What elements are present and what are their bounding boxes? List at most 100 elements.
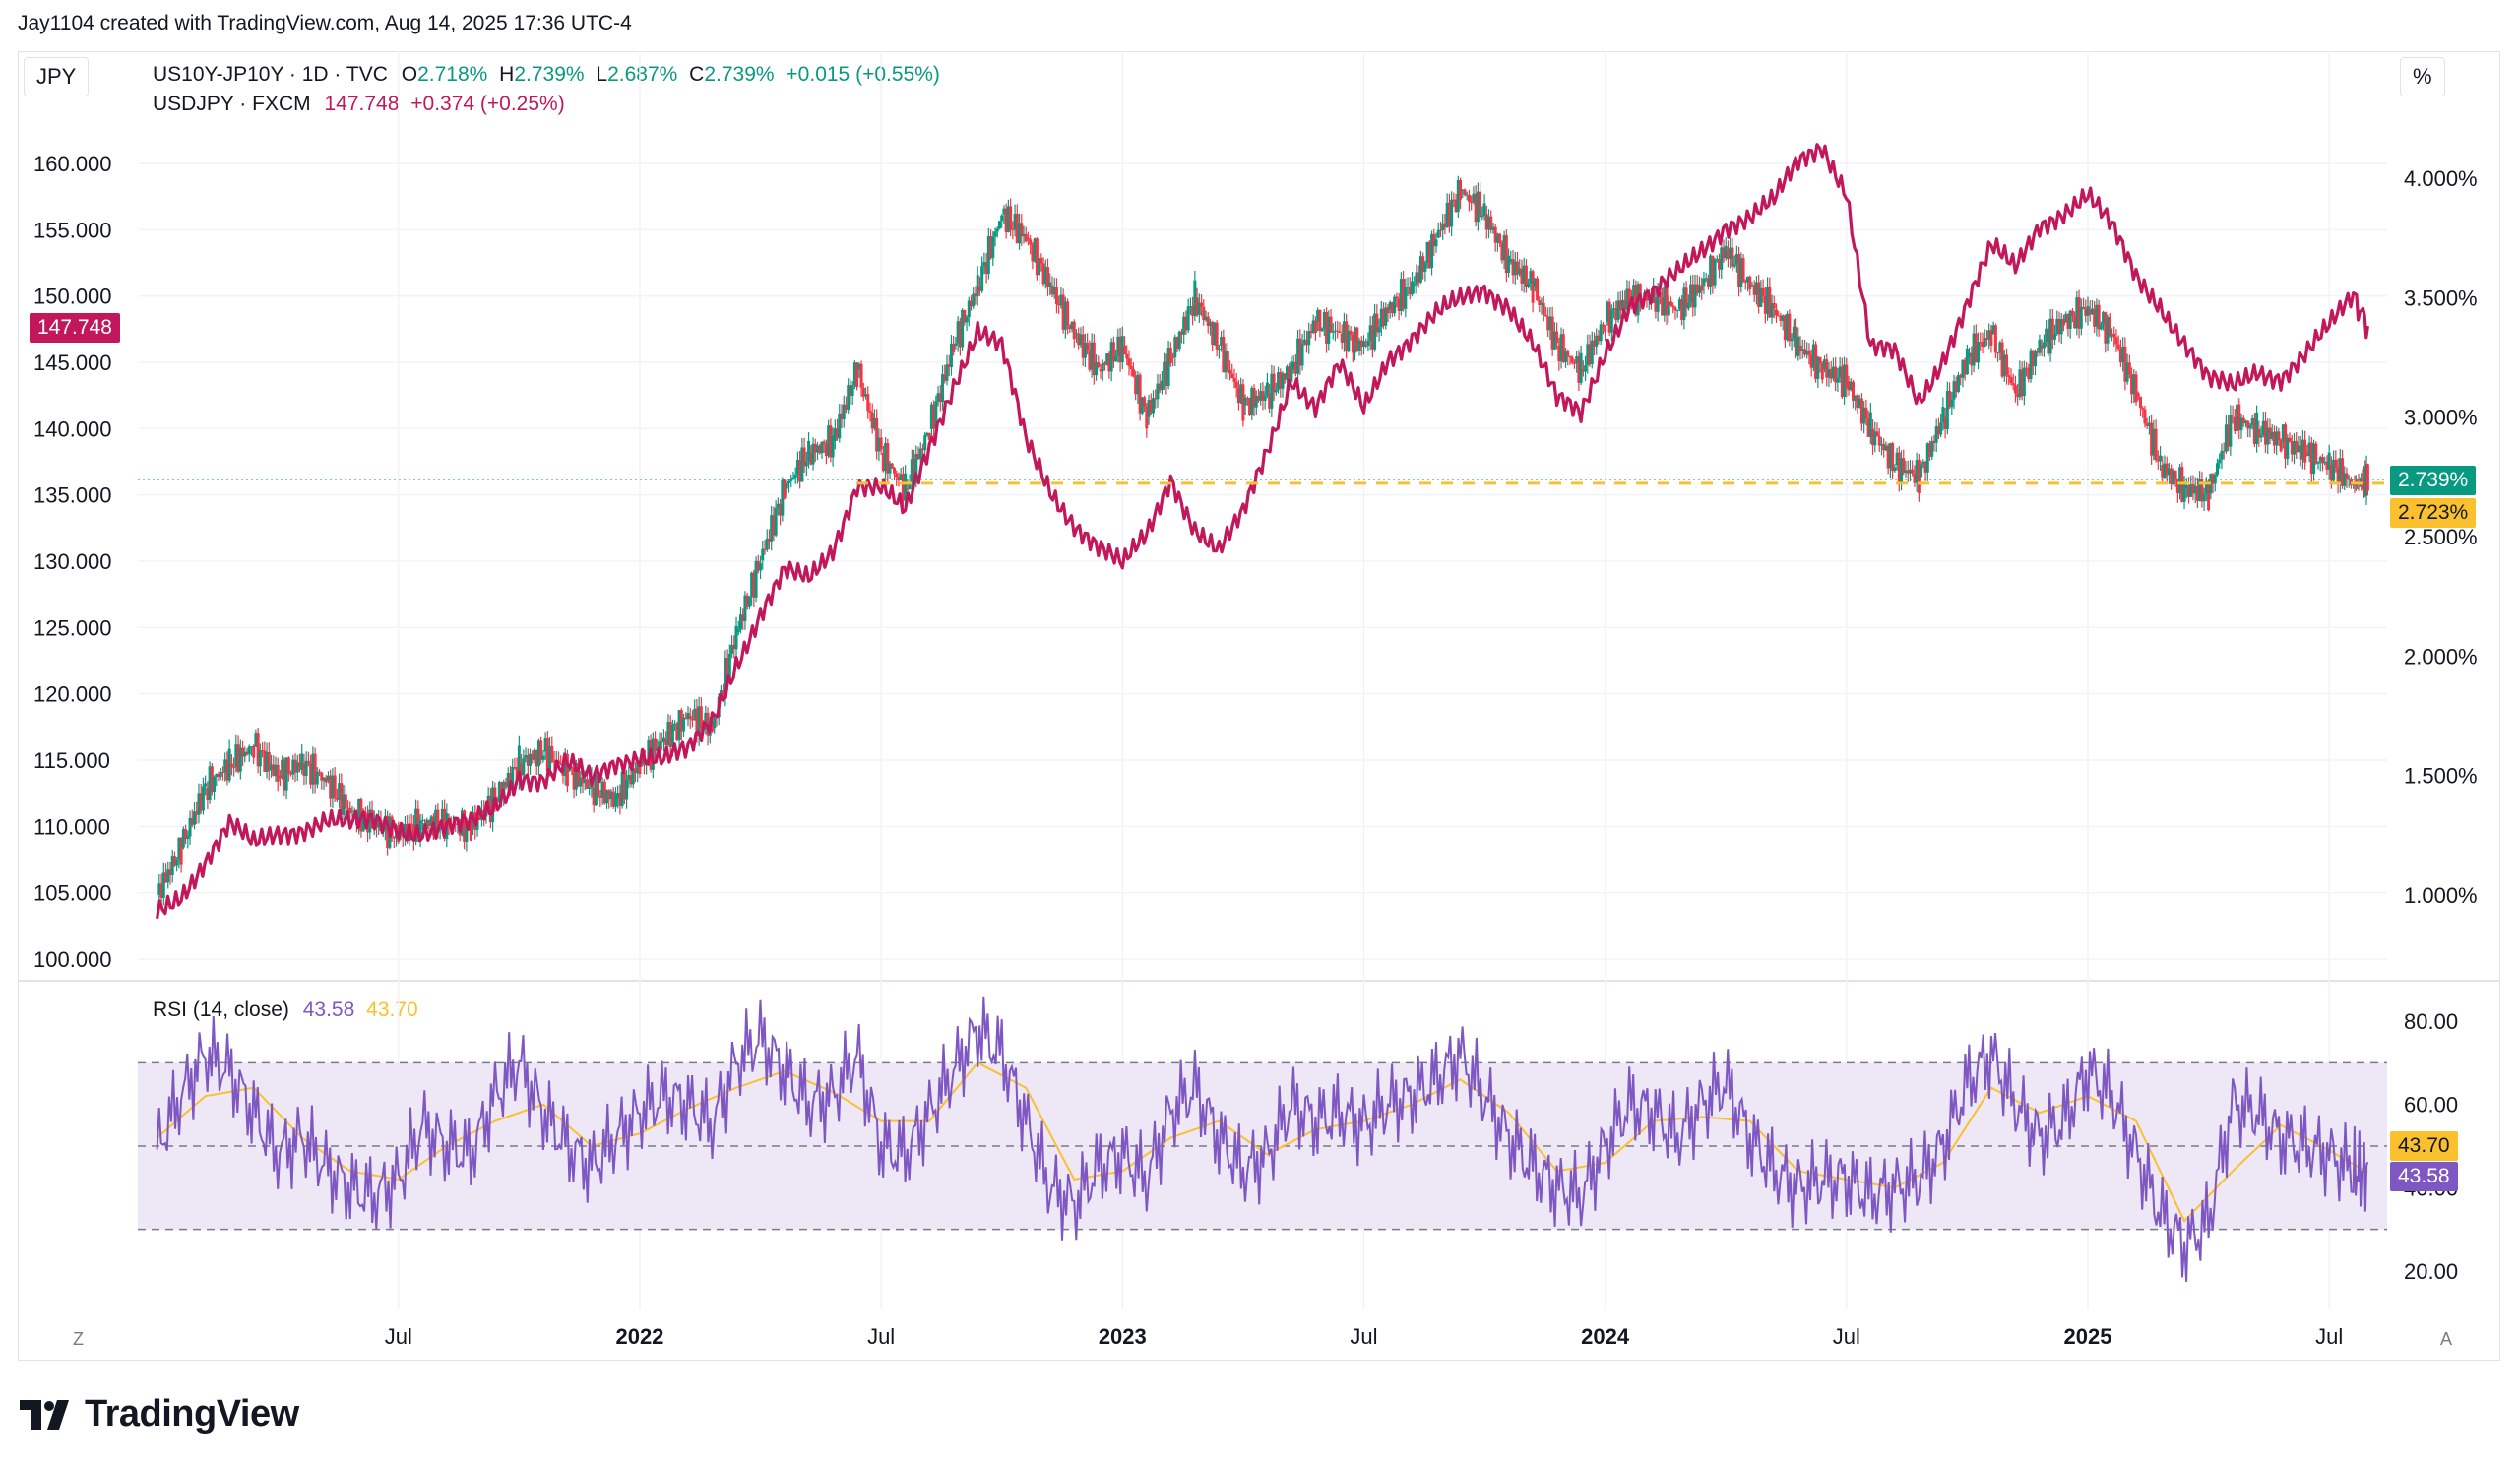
spread-candle-body bbox=[1114, 355, 1118, 362]
spread-candle-body bbox=[2193, 486, 2197, 494]
spread-candle-body bbox=[820, 441, 824, 454]
spread-candle-body bbox=[625, 779, 629, 800]
left-axis-tick-label: 160.000 bbox=[33, 152, 112, 176]
spread-candle-body bbox=[932, 404, 936, 429]
spread-candle-body bbox=[1236, 387, 1240, 404]
spread-candle-body bbox=[2305, 453, 2309, 456]
spread-candle-body bbox=[855, 362, 859, 388]
spread-candle-body bbox=[338, 783, 342, 800]
spread-candle-body bbox=[1989, 330, 1993, 346]
spread-candle-body bbox=[1845, 364, 1849, 388]
legend-spread[interactable]: US10Y-JP10Y · 1D · TVC O2.718% H2.739% L… bbox=[153, 63, 940, 87]
x-tick-label: 2023 bbox=[1099, 1324, 1147, 1349]
spread-candle-body bbox=[1487, 216, 1491, 230]
spread-candle-body bbox=[875, 417, 879, 452]
spread-candle-body bbox=[1996, 352, 2000, 354]
spread-candle-body bbox=[1761, 287, 1765, 296]
spread-candle-body bbox=[857, 363, 861, 370]
spread-candle-body bbox=[1795, 326, 1798, 356]
spread-candle-body bbox=[870, 412, 874, 429]
legend-spread-symbol: US10Y-JP10Y · 1D · TVC bbox=[153, 63, 388, 86]
spread-candle-body bbox=[1673, 307, 1677, 311]
spread-candle-body bbox=[958, 321, 962, 348]
spread-candle-body bbox=[291, 759, 295, 775]
spread-candle-body bbox=[1515, 261, 1519, 275]
spread-candle-body bbox=[923, 435, 927, 451]
spread-candle-body bbox=[2079, 307, 2083, 329]
spread-candle-body bbox=[1906, 470, 1910, 474]
spread-candle-body bbox=[1059, 294, 1063, 306]
spread-candle-body bbox=[934, 401, 938, 429]
spread-candle-body bbox=[1443, 223, 1447, 228]
spread-candle-body bbox=[2316, 461, 2320, 464]
spread-candle-body bbox=[1200, 302, 1204, 307]
spread-candle-body bbox=[348, 807, 352, 814]
legend-close: 2.739% bbox=[704, 63, 775, 86]
spread-candle-body bbox=[2005, 354, 2009, 376]
spread-candle-body bbox=[1228, 369, 1232, 374]
spread-candle-body bbox=[1743, 281, 1747, 283]
spread-candle-body bbox=[2239, 417, 2243, 431]
spread-candle-body bbox=[1136, 374, 1140, 395]
spread-candle-body bbox=[1632, 285, 1636, 300]
spread-candle-body bbox=[1102, 362, 1106, 365]
spread-candle-body bbox=[1991, 325, 1995, 334]
spread-candle-body bbox=[1480, 216, 1484, 218]
spread-candle-body bbox=[1502, 235, 1506, 261]
spread-candle-body bbox=[982, 262, 986, 267]
legend-rsi-value: 43.58 bbox=[302, 998, 355, 1021]
spread-candle-body bbox=[2068, 310, 2072, 329]
spread-candle-body bbox=[2279, 440, 2283, 452]
right-axis-tick-label: 2.000% bbox=[2404, 644, 2478, 669]
spread-candle-body bbox=[2073, 315, 2077, 329]
spread-candle-body bbox=[1355, 327, 1359, 351]
spread-candle-body bbox=[563, 753, 567, 776]
spread-candle-body bbox=[1836, 377, 1840, 383]
spread-candle-body bbox=[722, 690, 725, 697]
spread-candle-body bbox=[263, 750, 267, 772]
spread-candle-body bbox=[511, 767, 515, 787]
spread-candle-body bbox=[1342, 321, 1346, 343]
spread-candle-body bbox=[213, 776, 217, 792]
spread-candle-body bbox=[2224, 424, 2228, 452]
spread-candle-body bbox=[1715, 258, 1719, 260]
spread-candle-body bbox=[2102, 312, 2106, 325]
spread-candle-body bbox=[789, 479, 793, 481]
spread-candle-body bbox=[967, 300, 971, 318]
right-axis-unit-badge[interactable]: % bbox=[2400, 57, 2445, 96]
spread-candle-body bbox=[956, 321, 960, 344]
spread-candle-body bbox=[1288, 366, 1292, 382]
spread-candle-body bbox=[927, 433, 931, 440]
spread-candle-body bbox=[2295, 440, 2299, 453]
legend-usdjpy[interactable]: USDJPY · FXCM 147.748 +0.374 (+0.25%) bbox=[153, 93, 565, 116]
right-axis-tick-label: 3.000% bbox=[2404, 406, 2478, 430]
spread-candle-body bbox=[1864, 407, 1868, 419]
auto-scale-button[interactable]: A bbox=[2440, 1329, 2453, 1349]
spread-candle-body bbox=[970, 300, 974, 307]
spread-candle-body bbox=[181, 829, 185, 848]
spread-candle-body bbox=[1015, 214, 1019, 244]
spread-candle-body bbox=[598, 795, 602, 798]
spread-candle-body bbox=[2036, 351, 2040, 353]
spread-candle-body bbox=[662, 737, 665, 742]
spread-candle-body bbox=[2184, 485, 2188, 489]
spread-candle-body bbox=[1265, 382, 1269, 396]
spread-candle-body bbox=[1145, 406, 1149, 429]
legend-rsi[interactable]: RSI (14, close) 43.58 43.70 bbox=[153, 998, 418, 1022]
left-axis-tick-label: 150.000 bbox=[33, 285, 112, 309]
spread-candle-body bbox=[1329, 316, 1333, 333]
spread-candle-body bbox=[1197, 302, 1201, 315]
spread-candle-body bbox=[1917, 460, 1921, 493]
spread-candle-body bbox=[1561, 334, 1565, 362]
left-axis-unit-badge[interactable]: JPY bbox=[24, 57, 90, 96]
spread-candle-body bbox=[1088, 350, 1092, 370]
zoom-reset-button[interactable]: Z bbox=[73, 1329, 84, 1349]
spread-candle-body bbox=[357, 798, 361, 825]
spread-candle-body bbox=[386, 815, 390, 848]
spread-candle-body bbox=[1711, 255, 1715, 286]
spread-candle-body bbox=[1873, 431, 1877, 446]
spread-candle-body bbox=[1445, 202, 1449, 228]
rsi-ma-price-tag: 43.70 bbox=[2390, 1131, 2458, 1161]
spread-candle-body bbox=[1000, 215, 1004, 222]
